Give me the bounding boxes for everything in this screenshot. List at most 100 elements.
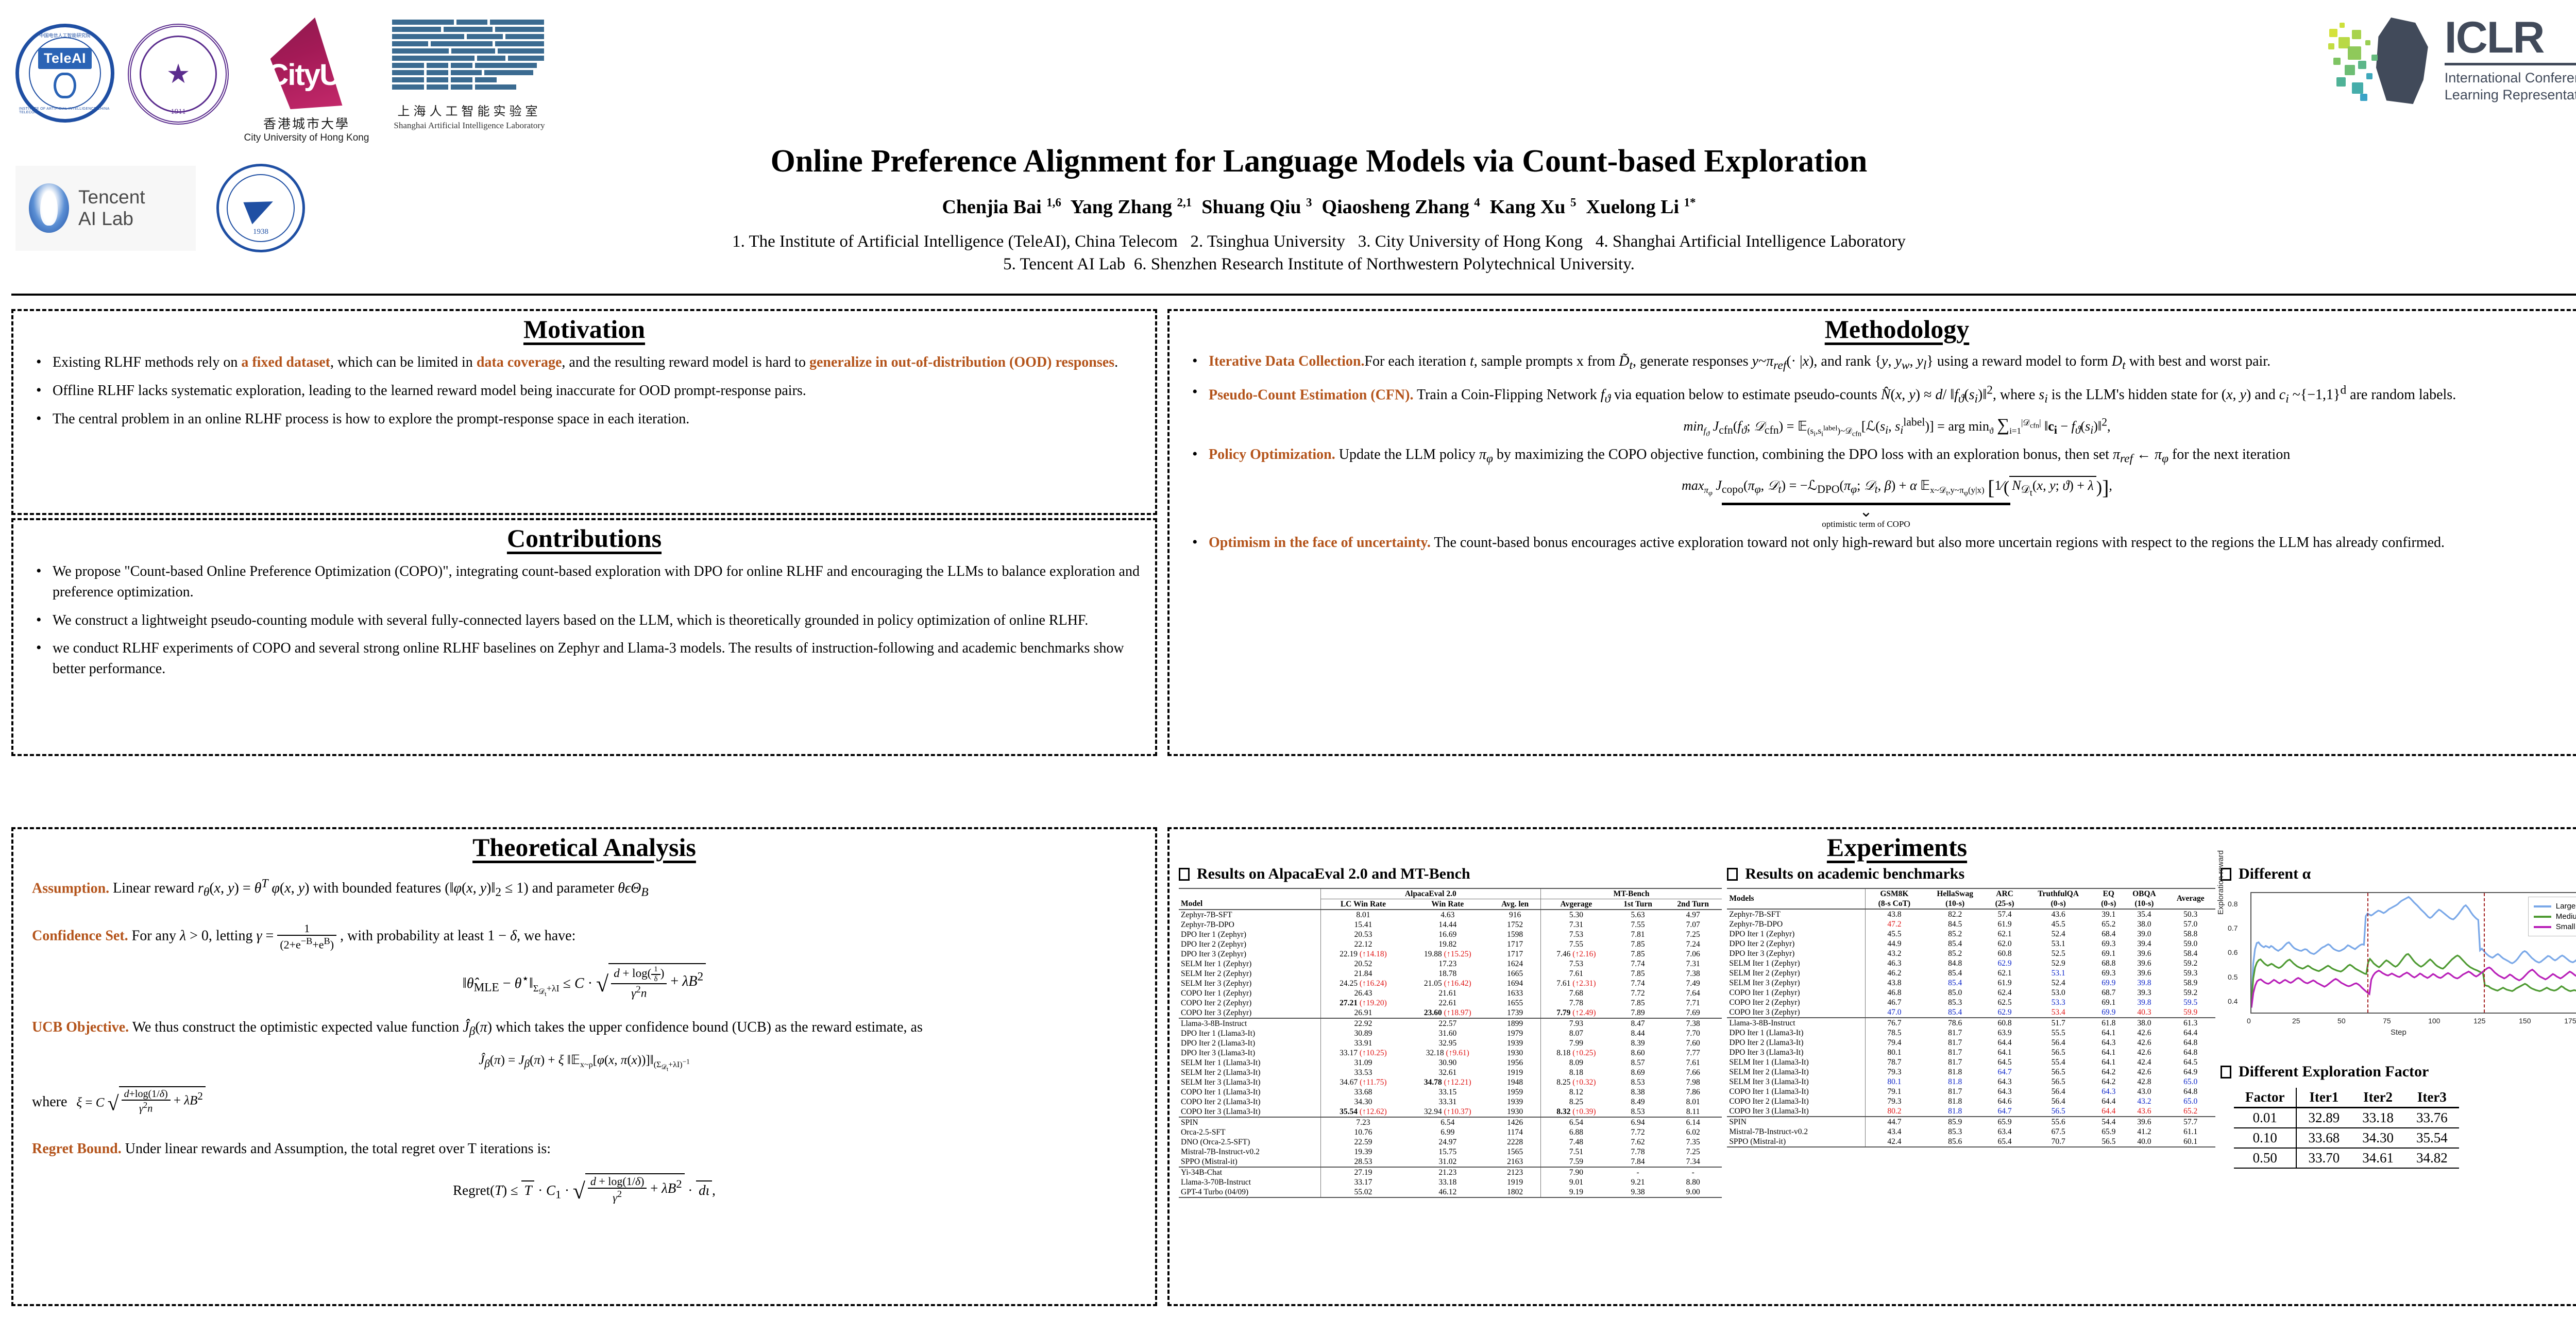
cell-win-rate: 32.95 <box>1438 1038 1457 1048</box>
cell-score: 60.8 <box>1997 1018 2012 1027</box>
table-row: DPO Iter 3 (Llama3-It) 33.17 (↑10.25) 32.1… <box>1179 1048 1722 1058</box>
academic-table-body: Zephyr-7B-SFT 43.8 82.2 57.4 43.6 39.1 35.4 50.… <box>1727 909 2215 1147</box>
cell-avg-len: 1919 <box>1507 1068 1523 1077</box>
cell-model: COPO Iter 2 (Zephyr) <box>1181 998 1252 1007</box>
cell-iter3: 34.82 <box>2404 1148 2459 1169</box>
cell-score: 81.7 <box>1948 1038 1962 1047</box>
cell-factor: 0.50 <box>2234 1148 2297 1169</box>
chart-y-tick: 0.7 <box>2228 924 2238 933</box>
legend-item: Large α <box>2533 902 2576 911</box>
cell-second-turn: 7.64 <box>1686 988 1700 998</box>
table-row: Zephyr-7B-DPO 15.41 14.44 1752 7.31 7.55 7.07 <box>1179 920 1722 930</box>
chart-x-tick: 75 <box>2383 1017 2391 1025</box>
cell-first-turn: 8.53 <box>1631 1077 1645 1087</box>
cell-score: 62.5 <box>1997 998 2012 1007</box>
cell-score: 64.8 <box>2183 1087 2198 1096</box>
cell-second-turn: 7.38 <box>1686 1019 1700 1028</box>
cell-score: 65.2 <box>2102 919 2116 929</box>
academic-col-arc: ARC <box>1987 888 2023 899</box>
table-row: DPO Iter 1 (Llama3-It) 78.5 81.7 63.9 55.5 64… <box>1727 1028 2215 1038</box>
cell-score: 68.8 <box>2102 958 2116 968</box>
cell-model: SELM Iter 2 (Zephyr) <box>1181 969 1252 978</box>
cell-score: 64.1 <box>2102 1048 2116 1057</box>
theory-confidence-label: Confidence Set. <box>32 928 128 944</box>
cell-avg-len: 1717 <box>1507 949 1523 958</box>
section-experiments: Experiments Results on AlpacaEval 2.0 an… <box>1167 827 2576 1306</box>
cell-score: 61.9 <box>1997 919 2012 929</box>
cell-score: 85.3 <box>1948 998 1962 1007</box>
cell-second-turn: 7.38 <box>1686 969 1700 978</box>
cell-lc-win-rate: 21.84 <box>1320 969 1405 979</box>
cell-second-turn: 7.25 <box>1686 930 1700 939</box>
methodology-brace-caption: optimistic term of COPO <box>1822 519 1910 529</box>
cell-score: 65.0 <box>2183 1097 2198 1106</box>
cell-score: 38.0 <box>2137 919 2151 929</box>
cell-mt-average: 8.18 <box>1540 1068 1612 1077</box>
cell-win-rate: 21.23 <box>1438 1168 1457 1177</box>
experiments-grid: Results on AlpacaEval 2.0 and MT-Bench A… <box>1170 850 2576 1198</box>
section-methodology: Methodology Iterative Data Collection.Fo… <box>1167 309 2576 756</box>
cell-win-rate: 31.02 <box>1405 1157 1490 1168</box>
cell-model: SELM Iter 3 (Zephyr) <box>1181 979 1252 988</box>
table-row: COPO Iter 2 (Zephyr) 46.7 85.3 62.5 53.3 69.1… <box>1727 998 2215 1007</box>
checkbox-icon <box>2221 1065 2231 1078</box>
cell-second-turn: 7.61 <box>1686 1058 1700 1067</box>
cell-score: 63.4 <box>1997 1127 2012 1136</box>
logo-strip-second-row: Tencent AI Lab 1938 <box>15 164 305 252</box>
legend-swatch <box>2533 905 2551 907</box>
cell-score: 81.8 <box>1948 1067 1962 1076</box>
table-row: COPO Iter 3 (Zephyr) 26.91 23.60 (↑18.97) 1… <box>1179 1008 1722 1019</box>
cell-model: COPO Iter 1 (Llama3-It) <box>1181 1087 1261 1097</box>
academic-panel: Results on academic benchmarks Models GSM… <box>1727 865 2215 1198</box>
cell-score: 45.5 <box>2051 919 2065 929</box>
chart-vline <box>2367 893 2369 1013</box>
table-row: 0.50 33.70 34.61 34.82 <box>2234 1148 2459 1169</box>
academic-subcol: (8-s CoT) <box>1865 899 1923 910</box>
alpaca-col-wr: Win Rate <box>1405 899 1490 910</box>
theory-confidence-set: Confidence Set. For any λ > 0, letting γ… <box>32 922 1137 951</box>
theory-gamma-numerator: 1 <box>277 922 337 936</box>
cell-score: 53.4 <box>2022 1007 2095 1018</box>
cell-win-rate: 21.05 (↑16.42) <box>1423 979 1471 988</box>
cell-avg-len: 1752 <box>1507 920 1523 929</box>
table-row: DPO Iter 3 (Zephyr) 22.19 (↑14.18) 19.88 (… <box>1179 949 1722 959</box>
cell-score: 69.3 <box>2102 968 2116 978</box>
table-row: Llama-3-8B-Instruct 22.92 22.57 1899 7.93 8.4… <box>1179 1018 1722 1029</box>
cell-iter2: 33.18 <box>2351 1107 2405 1128</box>
motivation-bullet: Offline RLHF lacks systematic exploratio… <box>32 380 1140 401</box>
tencent-line1: Tencent <box>78 186 145 208</box>
table-row: Zephyr-7B-SFT 8.01 4.63 916 5.30 5.63 4.97 <box>1179 910 1722 920</box>
tsinghua-year: 1911 <box>171 108 186 116</box>
alpaca-table-body: Zephyr-7B-SFT 8.01 4.63 916 5.30 5.63 4.97 Zeph… <box>1179 910 1722 1198</box>
cell-score: 44.9 <box>1865 939 1923 949</box>
cell-score: 64.9 <box>2183 1067 2198 1076</box>
methodology-label: Policy Optimization. <box>1209 447 1335 463</box>
cell-first-turn: 7.78 <box>1631 1147 1645 1156</box>
theory-equation-confidence: ‖θ̂MLE − θ⋆‖Σ𝒟t+λI ≤ C · √ d + log(1 δ) γ2… <box>13 963 1155 1000</box>
chart-y-tick: 0.8 <box>2228 899 2238 908</box>
cell-iter1: 32.89 <box>2296 1107 2351 1128</box>
cell-score: 56.4 <box>2051 1038 2065 1047</box>
affiliation-line-2: 5. Tencent AI Lab 6. Shenzhen Research I… <box>1003 254 1635 273</box>
cell-avg-len: 1694 <box>1507 979 1523 988</box>
table-row: COPO Iter 2 (Llama3-It) 79.3 81.8 64.6 56.4 6… <box>1727 1097 2215 1106</box>
cell-score: 55.6 <box>2051 1117 2065 1126</box>
cell-score: 39.4 <box>2137 939 2151 948</box>
cell-win-rate: 22.61 <box>1438 998 1457 1007</box>
iclr-title: ICLR <box>2444 12 2545 62</box>
academic-header-row-1: Models GSM8K HellaSwag ARC TruthfulQA EQ OBQA A… <box>1727 888 2215 910</box>
cell-model: DPO Iter 3 (Zephyr) <box>1729 949 1795 958</box>
alpaca-col-model: Model <box>1179 899 1321 910</box>
cell-win-rate: 46.12 <box>1405 1187 1490 1198</box>
cell-second-turn: 7.25 <box>1686 1147 1700 1156</box>
cell-second-turn: 7.24 <box>1686 939 1700 949</box>
table-row: SELM Iter 3 (Llama3-It) 80.1 81.8 64.3 56.5 6… <box>1727 1077 2215 1087</box>
cell-model: DPO Iter 1 (Zephyr) <box>1729 929 1795 938</box>
cell-score: 81.7 <box>1948 1028 1962 1037</box>
exploration-reward-chart: Exploration reward 0.4 0.5 0.6 0.7 0.8 0 25 50… <box>2216 850 2576 1042</box>
cell-score: 62.4 <box>1997 988 2012 997</box>
table-row: COPO Iter 1 (Zephyr) 46.8 85.0 62.4 53.0 68.7… <box>1727 988 2215 998</box>
cell-win-rate: 33.15 <box>1438 1087 1457 1097</box>
cell-score: 64.1 <box>1997 1048 2012 1057</box>
cell-score: 56.5 <box>2094 1137 2123 1147</box>
